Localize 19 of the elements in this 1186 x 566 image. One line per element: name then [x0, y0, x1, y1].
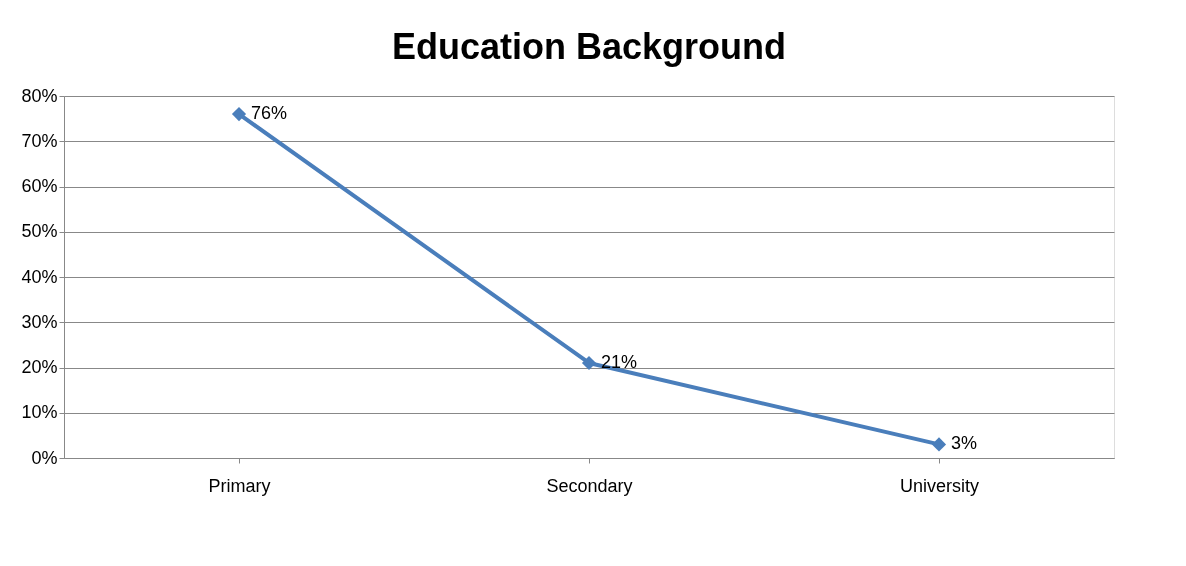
y-tick-label: 10%: [21, 402, 58, 423]
point: [231, 107, 247, 122]
chart-title: Education Background: [391, 26, 787, 67]
x-tick-label: University: [899, 475, 980, 496]
x-tick-label: Primary: [208, 475, 271, 496]
data-label: 3%: [951, 433, 978, 454]
y-tick-label: 80%: [21, 85, 58, 106]
y-tick-label: 40%: [21, 266, 58, 287]
data-label: 76%: [251, 103, 288, 124]
point: [581, 355, 597, 371]
point: [931, 437, 947, 452]
y-tick-label: 20%: [21, 357, 58, 377]
x-tick-label: Secondary: [546, 475, 633, 496]
y-tick-label: 70%: [21, 130, 58, 151]
y-tick-label: 0%: [31, 447, 58, 468]
y-tick-label: 50%: [21, 221, 58, 242]
y-tick-label: 30%: [21, 311, 58, 332]
y-tick-label: 60%: [21, 176, 58, 196]
data-label: 21%: [601, 351, 638, 372]
